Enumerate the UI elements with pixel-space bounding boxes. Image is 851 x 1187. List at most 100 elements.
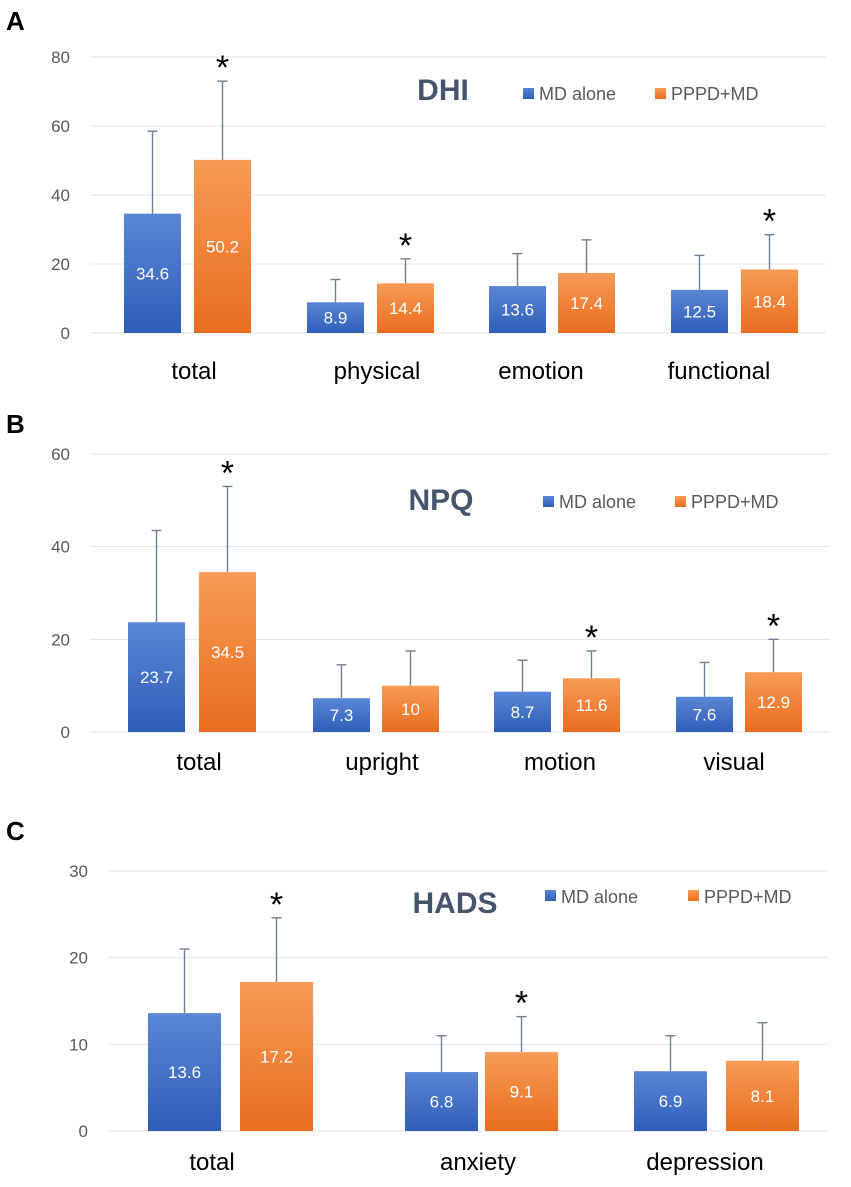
category-label-physical: physical [334,358,421,385]
chart-title-npq: NPQ [408,484,473,517]
y-tick-label: 30 [69,862,88,881]
bar-md-alone-visual [676,696,733,732]
bar-pppd-md-upright [382,685,439,732]
data-label-pppd-md: 12.9 [757,693,790,712]
data-label-md-alone: 34.6 [136,264,169,283]
legend-c: MD alone PPPD+MD [545,887,792,907]
significance-marker: * [270,886,283,924]
legend-swatch-pppd-md [688,890,699,901]
category-label-functional: functional [668,358,771,385]
y-tick-label: 20 [69,949,88,968]
bar-md-alone-total [128,622,185,732]
chart-title-dhi: DHI [417,74,469,107]
y-tick-label: 20 [51,630,70,649]
panel-letter-b: B [6,409,25,439]
data-label-md-alone: 8.9 [324,309,348,328]
panel-c: C HADS MD alone PPPD+MD 0 10 20 30 13.6 6.8 6.… [6,816,829,1176]
category-label-total: total [171,358,216,385]
chart-title-hads: HADS [412,887,497,920]
y-tick-label: 20 [51,255,70,274]
bar-md-alone-anxiety [405,1072,478,1131]
bar-pppd-md-depression [726,1060,799,1131]
data-label-pppd-md: 50.2 [206,237,239,256]
legend-label-pppd-md: PPPD+MD [691,492,779,512]
bar-md-alone-total [148,1013,221,1131]
y-tick-label: 10 [69,1035,88,1054]
bar-pppd-md-total [199,572,256,732]
data-label-pppd-md: 34.5 [211,643,244,662]
plot-b: 0 20 40 60 23.7 7.3 8.7 7.6 34.5 10 11.6 12.9 * * * tot… [51,445,830,776]
legend-swatch-pppd-md [655,88,666,99]
legend-swatch-pppd-md [675,496,686,507]
y-tick-label: 0 [61,723,70,742]
data-label-md-alone: 7.3 [330,706,354,725]
data-label-pppd-md: 9.1 [510,1083,534,1102]
bar-pppd-md-total [194,159,251,333]
significance-marker: * [767,607,780,645]
bar-pppd-md-physical [377,283,434,333]
bar-pppd-md-visual [745,672,802,732]
data-label-md-alone: 13.6 [501,301,534,320]
y-tick-label: 40 [51,186,70,205]
significance-marker: * [221,454,234,492]
bar-md-alone-functional [671,289,728,333]
y-tick-label: 60 [51,117,70,136]
data-label-md-alone: 23.7 [140,668,173,687]
bar-pppd-md-motion [563,678,620,732]
data-label-md-alone: 7.6 [693,705,717,724]
y-tick-label: 0 [61,324,70,343]
panel-a: A DHI MD alone PPPD+MD 0 20 40 60 80 34.6 8.9 1… [6,6,826,385]
data-label-md-alone: 8.7 [511,703,535,722]
legend-swatch-md-alone [545,890,556,901]
plot-c: 0 10 20 30 13.6 6.8 6.9 17.2 9.1 8.1 * * total anxiet… [69,862,829,1176]
legend-label-md-alone: MD alone [559,492,636,512]
bar-pppd-md-emotion [558,272,615,333]
category-label-anxiety: anxiety [440,1149,516,1176]
bar-md-alone-emotion [489,286,546,333]
legend-a: MD alone PPPD+MD [523,84,759,104]
data-label-md-alone: 6.9 [659,1092,683,1111]
significance-marker: * [585,619,598,657]
panel-letter-c: C [6,816,25,846]
bar-pppd-md-anxiety [485,1052,558,1131]
data-label-md-alone: 13.6 [168,1063,201,1082]
category-label-total: total [176,749,221,776]
legend-label-md-alone: MD alone [539,84,616,104]
panel-b: B NPQ MD alone PPPD+MD 0 20 40 60 23.7 7.3 8.7… [6,409,830,776]
data-label-md-alone: 12.5 [683,302,716,321]
y-tick-label: 0 [79,1122,88,1141]
y-tick-label: 40 [51,538,70,557]
data-label-pppd-md: 8.1 [751,1087,775,1106]
legend-label-pppd-md: PPPD+MD [704,887,792,907]
significance-marker: * [216,49,229,87]
bar-md-alone-depression [634,1071,707,1131]
data-label-md-alone: 6.8 [430,1093,454,1112]
bar-md-alone-total [124,213,181,333]
bar-md-alone-upright [313,698,370,732]
significance-marker: * [399,227,412,265]
data-label-pppd-md: 18.4 [753,292,786,311]
legend-swatch-md-alone [523,88,534,99]
plot-a: 0 20 40 60 80 34.6 8.9 13.6 12.5 50.2 14.4 17.4 18.4… [51,48,826,385]
significance-marker: * [763,203,776,241]
y-tick-label: 80 [51,48,70,67]
data-label-pppd-md: 10 [401,700,420,719]
bar-pppd-md-total [240,981,313,1131]
category-label-total: total [189,1149,234,1176]
category-label-depression: depression [646,1149,763,1176]
data-label-pppd-md: 11.6 [576,696,608,715]
y-tick-label: 60 [51,445,70,464]
panel-letter-a: A [6,6,25,36]
legend-label-md-alone: MD alone [561,887,638,907]
data-label-pppd-md: 17.4 [570,294,603,313]
category-label-motion: motion [524,749,596,776]
legend-swatch-md-alone [543,496,554,507]
data-label-pppd-md: 17.2 [260,1047,293,1066]
legend-b: MD alone PPPD+MD [543,492,779,512]
legend-label-pppd-md: PPPD+MD [671,84,759,104]
significance-marker: * [515,985,528,1023]
bar-md-alone-motion [494,691,551,732]
category-label-visual: visual [703,749,764,776]
category-label-emotion: emotion [498,358,583,385]
